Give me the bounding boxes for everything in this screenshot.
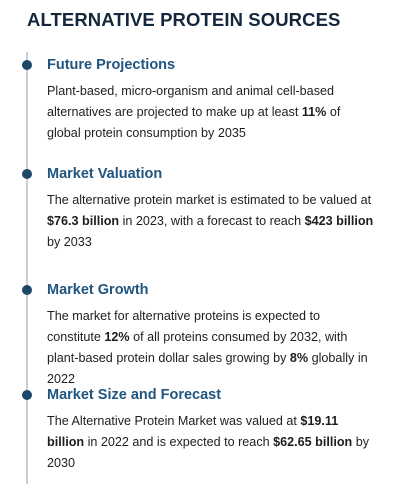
body-text: Plant-based, micro-organism and animal c…: [47, 84, 334, 119]
body-text: of global protein consumption by 2035: [47, 105, 341, 140]
highlight-text: $76.3 billion: [47, 214, 120, 228]
body-text: of all proteins consumed by 2032, with p…: [47, 330, 348, 365]
timeline-dot: [22, 60, 32, 70]
timeline-rail: [26, 52, 28, 484]
body-text: The Alternative Protein Market was value…: [47, 414, 301, 428]
highlight-text: $423 billion: [304, 214, 374, 228]
highlight-text: 12%: [104, 330, 130, 344]
timeline-dot: [22, 390, 32, 400]
highlight-text: 8%: [289, 351, 309, 365]
body-text: The market for alternative proteins is e…: [47, 309, 320, 344]
body-text: The alternative protein market is estima…: [47, 193, 372, 207]
highlight-text: $19.11 billion: [47, 414, 339, 449]
item-body: The Alternative Protein Market was value…: [47, 411, 377, 474]
body-text: in 2022 and is expected to reach: [84, 435, 274, 449]
body-text: by 2033: [47, 235, 92, 249]
item-body: The alternative protein market is estima…: [47, 190, 377, 253]
body-text: globally in 2022: [47, 351, 368, 386]
body-text: in 2023, with a forecast to reach: [119, 214, 305, 228]
timeline-dot: [22, 285, 32, 295]
item-heading: Future Projections: [47, 57, 176, 73]
highlight-text: 11%: [301, 105, 327, 119]
highlight-text: $62.65 billion: [273, 435, 353, 449]
item-heading: Market Size and Forecast: [47, 387, 222, 403]
title: ALTERNATIVE PROTEIN SOURCES: [27, 9, 341, 30]
item-heading: Market Valuation: [47, 166, 163, 182]
item-body: The market for alternative proteins is e…: [47, 306, 377, 390]
item-body: Plant-based, micro-organism and animal c…: [47, 81, 377, 144]
item-heading: Market Growth: [47, 282, 149, 298]
timeline-dot: [22, 169, 32, 179]
body-text: by 2030: [47, 435, 370, 470]
